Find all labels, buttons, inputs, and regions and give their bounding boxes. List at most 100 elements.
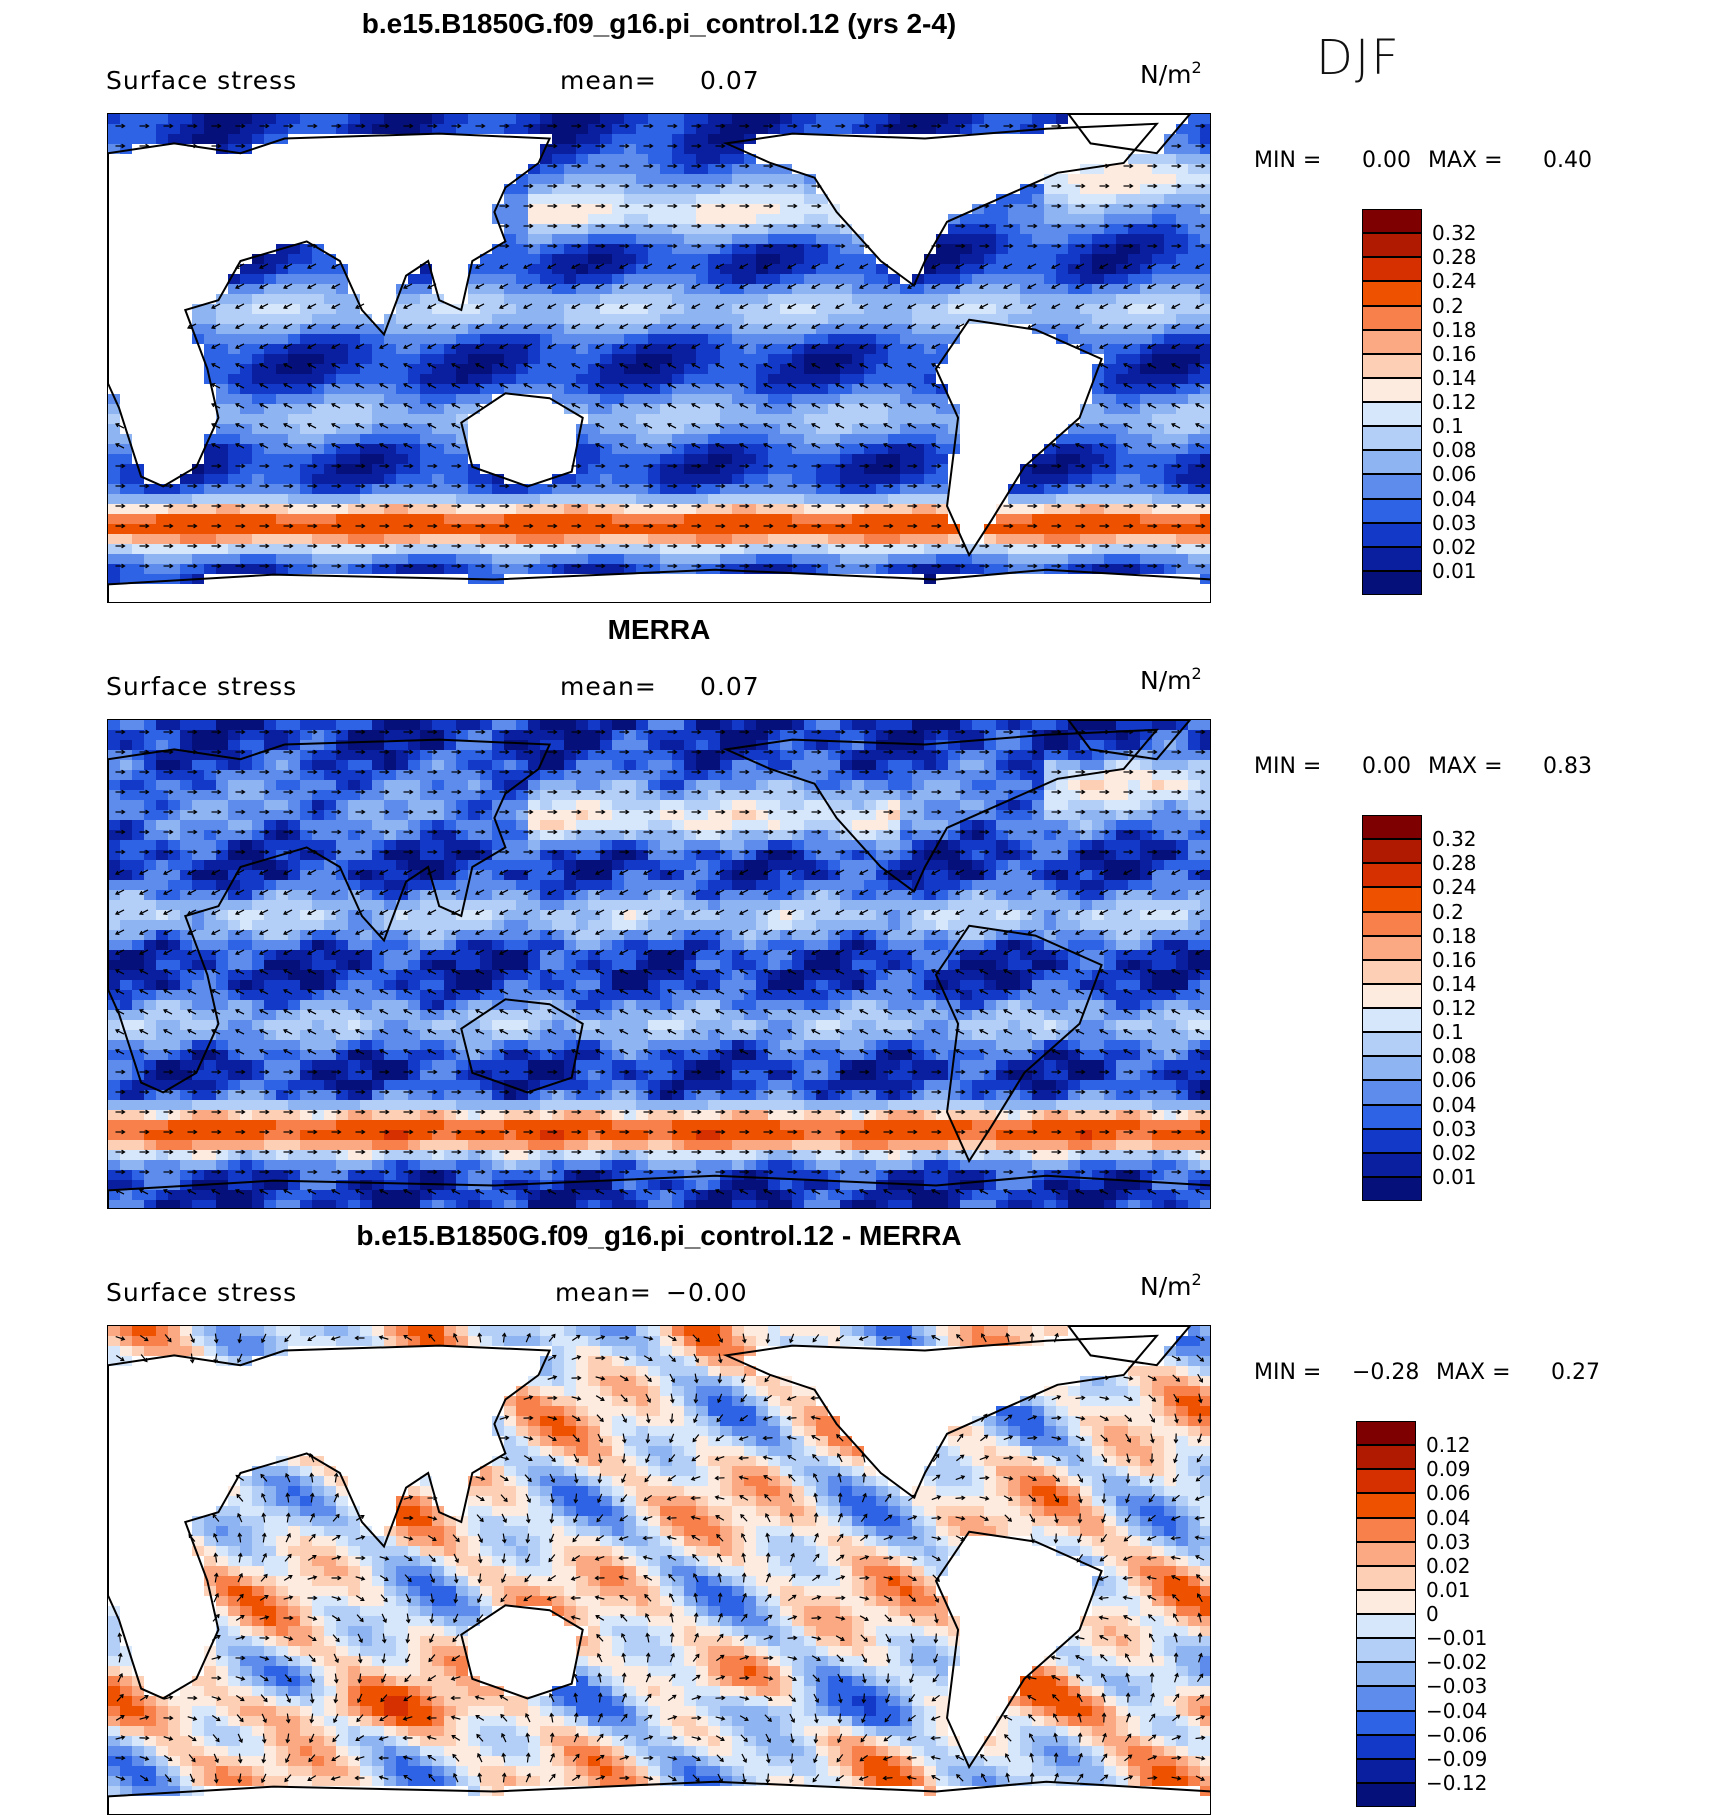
stress-vector-head (762, 284, 768, 289)
field-cell (396, 544, 409, 555)
field-cell (408, 404, 421, 415)
field-cell (828, 324, 841, 335)
field-cell (1056, 414, 1069, 425)
field-cell (1068, 274, 1081, 285)
field-cell (444, 384, 457, 395)
field-cell (228, 324, 241, 335)
field-cell (804, 374, 817, 385)
field-cell (1008, 264, 1021, 275)
field-cell (756, 124, 769, 135)
field-cell (420, 524, 433, 535)
field-cell (1200, 144, 1210, 155)
field-cell (144, 124, 157, 135)
field-cell (528, 284, 541, 295)
field-cell (600, 584, 613, 595)
field-cell (1068, 254, 1081, 265)
field-cell (288, 414, 301, 425)
stress-vector-head (673, 163, 678, 169)
field-cell (828, 374, 841, 385)
field-cell (264, 474, 277, 485)
field-cell (336, 504, 349, 515)
field-cell (432, 274, 445, 285)
field-cell (300, 594, 313, 602)
field-cell (564, 554, 577, 565)
field-cell (156, 464, 169, 475)
field-cell (972, 514, 985, 525)
field-cell (876, 394, 889, 405)
field-cell (1176, 194, 1189, 205)
field-cell (516, 184, 529, 195)
field-cell (516, 484, 529, 495)
field-cell (660, 474, 673, 485)
field-cell (1068, 494, 1081, 505)
field-cell (612, 294, 625, 305)
field-cell (1188, 254, 1201, 265)
field-cell (372, 534, 385, 545)
field-cell (684, 544, 697, 555)
field-cell (1164, 484, 1177, 495)
field-cell (576, 484, 589, 495)
field-cell (564, 224, 577, 235)
field-cell (1164, 114, 1177, 125)
field-cell (396, 334, 409, 345)
field-cell (1092, 464, 1105, 475)
field-cell (120, 554, 133, 565)
field-cell (768, 274, 781, 285)
field-cell (264, 114, 277, 125)
field-cell (132, 414, 145, 425)
field-cell (900, 224, 913, 235)
field-cell (300, 194, 313, 205)
field-cell (1068, 144, 1081, 155)
field-cell (960, 594, 973, 602)
field-cell (156, 454, 169, 465)
field-cell (996, 414, 1009, 425)
field-cell (684, 454, 697, 465)
field-cell (156, 374, 169, 385)
field-cell (360, 154, 373, 165)
stress-vector-head (409, 123, 414, 129)
field-cell (276, 144, 289, 155)
field-cell (1176, 534, 1189, 545)
field-cell (240, 574, 253, 585)
field-cell (588, 524, 601, 535)
field-cell (804, 124, 817, 135)
field-cell (1176, 574, 1189, 585)
field-cell (372, 584, 385, 595)
field-cell (288, 434, 301, 445)
field-cell (996, 234, 1009, 245)
field-cell (588, 454, 601, 465)
field-cell (1092, 424, 1105, 435)
field-cell (480, 514, 493, 525)
field-cell (972, 454, 985, 465)
field-cell (624, 224, 637, 235)
field-cell (828, 494, 841, 505)
stress-vector-head (1009, 123, 1014, 129)
field-cell (888, 574, 901, 585)
field-cell (408, 504, 421, 515)
field-cell (432, 194, 445, 205)
field-cell (360, 564, 373, 575)
field-cell (180, 254, 193, 265)
stress-vector-head (193, 143, 198, 149)
field-cell (300, 334, 313, 345)
field-cell (324, 264, 337, 275)
field-cell (300, 534, 313, 545)
field-cell (1080, 574, 1093, 585)
field-cell (372, 274, 385, 285)
field-cell (504, 254, 517, 265)
field-cell (396, 174, 409, 185)
field-cell (684, 154, 697, 165)
field-cell (564, 274, 577, 285)
stress-vector-head (553, 163, 558, 169)
field-cell (708, 374, 721, 385)
field-cell (324, 144, 337, 155)
field-cell (144, 174, 157, 185)
field-cell (984, 144, 997, 155)
field-cell (804, 254, 817, 265)
stress-vector-head (930, 264, 936, 269)
field-cell (672, 504, 685, 515)
field-cell (888, 524, 901, 535)
field-cell (888, 284, 901, 295)
field-cell (804, 234, 817, 245)
stress-vector-head (121, 123, 126, 129)
